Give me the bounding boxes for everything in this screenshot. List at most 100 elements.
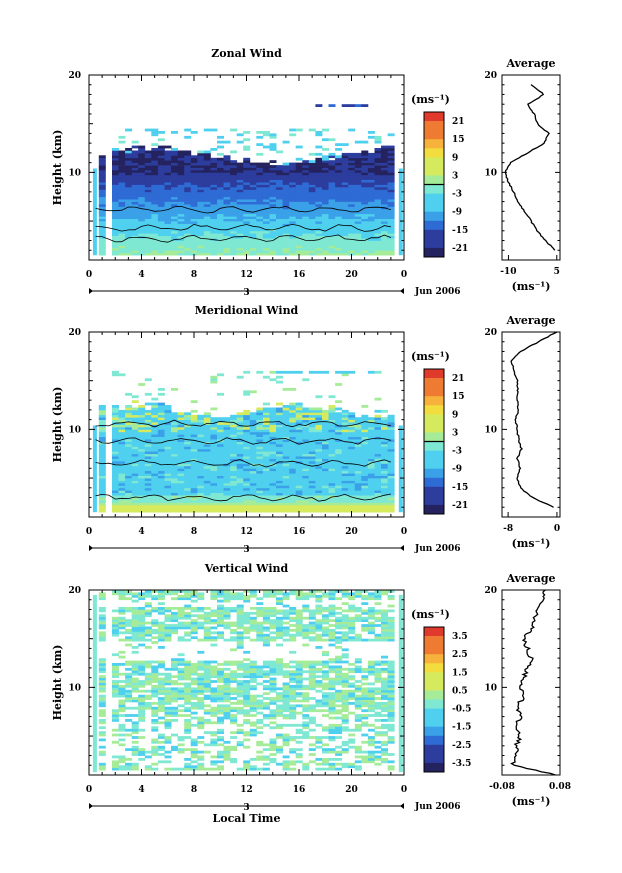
heatmap-cell	[328, 414, 336, 418]
heatmap-cell	[190, 216, 198, 219]
heatmap-cell	[118, 225, 126, 229]
heatmap-cell	[308, 245, 316, 249]
heatmap-cell	[151, 177, 159, 180]
heatmap-cell	[236, 167, 244, 171]
heatmap-cell	[118, 480, 126, 484]
heatmap-cell	[361, 468, 369, 472]
heatmap-cell	[354, 500, 362, 503]
heatmap-cell	[354, 507, 362, 511]
heatmap-cell	[98, 187, 106, 190]
heatmap-cell	[335, 446, 343, 450]
heatmap-cell	[322, 431, 329, 435]
heatmap-cell	[361, 157, 369, 161]
heatmap-cell	[243, 243, 251, 246]
heatmap-cell	[157, 429, 165, 433]
heatmap-cell	[190, 502, 198, 506]
heatmap-cell	[157, 473, 165, 476]
heatmap-cell	[249, 184, 257, 188]
heatmap-cell	[203, 201, 211, 205]
heatmap-cell	[256, 218, 264, 222]
heatmap-cell	[361, 216, 369, 219]
heatmap-cell	[374, 485, 382, 489]
heatmap-cell	[138, 187, 146, 190]
heatmap-cell	[295, 233, 303, 236]
heatmap-cell	[243, 160, 251, 163]
heatmap-cell	[361, 507, 369, 511]
heatmap-cell	[112, 709, 119, 713]
heatmap-cell	[112, 424, 119, 428]
heatmap-cell	[177, 160, 185, 163]
heatmap-cell	[125, 424, 133, 428]
heatmap-cell	[144, 446, 152, 450]
heatmap-cells	[92, 590, 403, 773]
heatmap-cell	[308, 160, 316, 163]
heatmap-cell	[118, 755, 126, 759]
heatmap-cell	[282, 187, 290, 190]
heatmap-cell	[322, 424, 329, 428]
heatmap-cell	[151, 473, 159, 476]
heatmap-cell	[354, 451, 362, 455]
heatmap-cell	[269, 753, 277, 756]
heatmap-cell	[217, 162, 224, 166]
heatmap-cell	[138, 753, 146, 756]
heatmap-cell	[144, 765, 152, 769]
heatmap-cell	[157, 444, 165, 447]
heatmap-cell	[138, 468, 146, 472]
heatmap-cell	[203, 250, 211, 254]
heatmap-cell	[335, 155, 343, 159]
heatmap-cell	[171, 495, 178, 498]
heatmap-cell	[322, 463, 329, 467]
heatmap-cell	[269, 697, 277, 700]
heatmap-cell	[190, 507, 198, 511]
heatmap-cell	[230, 230, 238, 234]
heatmap-cell	[262, 456, 270, 459]
heatmap-cell	[387, 446, 395, 450]
heatmap-cell	[157, 206, 165, 210]
heatmap-cell	[112, 167, 119, 171]
heatmap-cell	[230, 211, 238, 215]
heatmap-cell	[144, 689, 152, 693]
heatmap-cell	[210, 699, 218, 703]
heatmap-cell	[269, 189, 277, 193]
heatmap-cell	[308, 240, 316, 244]
heatmap-cell	[322, 762, 329, 766]
heatmap-cell	[164, 687, 172, 691]
heatmap-cell	[361, 172, 369, 176]
heatmap-cell	[302, 439, 310, 442]
heatmap-cell	[361, 174, 369, 178]
heatmap-cell	[210, 507, 218, 511]
heatmap-cell	[118, 456, 126, 459]
heatmap-cell	[164, 719, 172, 722]
heatmap-cell	[157, 482, 165, 486]
heatmap-cell	[164, 495, 172, 498]
heatmap-cell	[328, 504, 336, 508]
heatmap-cell	[361, 208, 369, 212]
heatmap-cell	[315, 444, 323, 447]
heatmap-cell	[157, 177, 165, 180]
heatmap-cell	[177, 230, 185, 234]
heatmap-cell	[164, 426, 172, 430]
heatmap-cell	[184, 446, 192, 450]
heatmap-cell	[256, 169, 264, 173]
heatmap-cell	[289, 458, 297, 462]
heatmap-cell	[203, 426, 211, 430]
heatmap-cell	[118, 461, 126, 464]
heatmap-cell	[230, 692, 238, 695]
heatmap-cell	[367, 704, 375, 708]
heatmap-cell	[249, 709, 257, 713]
heatmap-cell	[151, 721, 159, 725]
heatmap-cell	[151, 228, 159, 232]
heatmap-cell	[230, 490, 238, 493]
heatmap-cell	[322, 422, 329, 425]
heatmap-cell	[223, 211, 231, 215]
heatmap-cell	[190, 160, 198, 163]
heatmap-cell	[367, 213, 375, 217]
heatmap-cell	[118, 478, 126, 481]
heatmap-cell	[151, 225, 159, 229]
heatmap-cell	[197, 740, 205, 744]
heatmap-cell	[217, 218, 224, 222]
heatmap-cell	[184, 702, 192, 705]
heatmap-cell	[210, 480, 218, 484]
heatmap-cell	[144, 767, 152, 771]
